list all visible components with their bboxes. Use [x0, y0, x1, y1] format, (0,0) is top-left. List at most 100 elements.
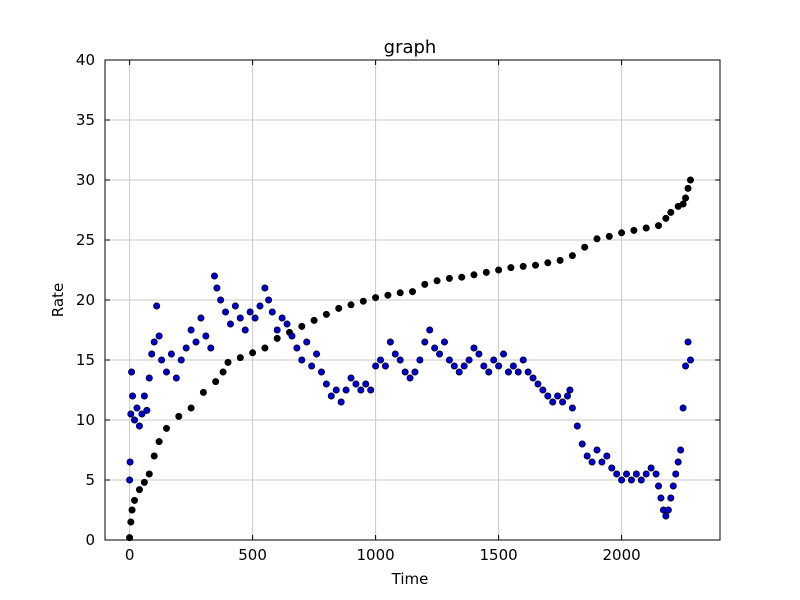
scatter-point [669, 482, 677, 490]
y-tick-label: 30 [76, 171, 95, 189]
scatter-point [495, 266, 503, 274]
y-tick-label: 25 [76, 231, 95, 249]
scatter-point [140, 478, 148, 486]
scatter-point [308, 362, 316, 370]
scatter-point [140, 392, 148, 400]
scatter-point [158, 356, 166, 364]
scatter-point [246, 308, 254, 316]
scatter-point [544, 259, 552, 267]
scatter-point [549, 398, 557, 406]
scatter-point [445, 356, 453, 364]
scatter-point [167, 350, 175, 358]
scatter-point [686, 176, 694, 184]
scatter-point [129, 392, 137, 400]
scatter-point [642, 470, 650, 478]
grid-layer [105, 59, 720, 541]
scatter-point [256, 302, 264, 310]
scatter-point [391, 350, 399, 358]
scatter-point [322, 380, 330, 388]
scatter-point [519, 262, 527, 270]
scatter-point [155, 332, 163, 340]
scatter-point [598, 458, 606, 466]
scatter-point [652, 470, 660, 478]
scatter-point [662, 214, 670, 222]
chart-title: graph [384, 37, 437, 58]
scatter-point [155, 438, 163, 446]
scatter-point [421, 338, 429, 346]
scatter-point [482, 268, 490, 276]
scatter-point [618, 476, 626, 484]
scatter-point [126, 476, 134, 484]
scatter-point [662, 512, 670, 520]
scatter-point [684, 184, 692, 192]
scatter-point [202, 332, 210, 340]
scatter-point [480, 362, 488, 370]
scatter-point [455, 368, 463, 376]
y-tick-label: 35 [76, 111, 95, 129]
scatter-point [322, 310, 330, 318]
scatter-point [241, 326, 249, 334]
scatter-point [251, 314, 259, 322]
scatter-point [293, 344, 301, 352]
scatter-point [679, 200, 687, 208]
scatter-point [416, 356, 424, 364]
scatter-point [603, 452, 611, 460]
scatter-point [544, 392, 552, 400]
scatter-point [433, 277, 441, 285]
scatter-point [588, 458, 596, 466]
scatter-point [406, 374, 414, 382]
scatter-point [377, 356, 385, 364]
scatter-point [500, 350, 508, 358]
scatter-point [667, 494, 675, 502]
scatter-point [465, 356, 473, 364]
scatter-point [554, 392, 562, 400]
scatter-point [150, 338, 158, 346]
scatter-point [386, 338, 394, 346]
scatter-point [313, 350, 321, 358]
scatter-point [608, 464, 616, 472]
scatter-point [192, 338, 200, 346]
x-tick-label: 0 [125, 546, 135, 564]
scatter-point [529, 374, 537, 382]
scatter-point [593, 235, 601, 243]
scatter-point [431, 344, 439, 352]
scatter-point [460, 362, 468, 370]
y-tick-label: 15 [76, 351, 95, 369]
scatter-point [507, 264, 515, 272]
scatter-point [426, 326, 434, 334]
scatter-point [470, 271, 478, 279]
scatter-point [273, 326, 281, 334]
scatter-point [236, 314, 244, 322]
scatter-point [519, 356, 527, 364]
scatter-point [303, 338, 311, 346]
scatter-point [568, 404, 576, 412]
series-0 [126, 176, 694, 542]
scatter-point [347, 301, 355, 309]
y-tick-label: 20 [76, 291, 95, 309]
scatter-point [335, 304, 343, 312]
scatter-point [578, 440, 586, 448]
scatter-point [563, 392, 571, 400]
scatter-point [213, 284, 221, 292]
scatter-point [657, 494, 665, 502]
scatter-point [559, 398, 567, 406]
scatter-point [539, 386, 547, 394]
scatter-point [401, 368, 409, 376]
scatter-point [278, 314, 286, 322]
scatter-point [411, 368, 419, 376]
x-tick-label: 1500 [480, 546, 518, 564]
scatter-point [342, 386, 350, 394]
scatter-point [524, 368, 532, 376]
scatter-point [684, 338, 692, 346]
scatter-point [145, 470, 153, 478]
scatter-point [495, 362, 503, 370]
scatter-point [677, 446, 685, 454]
scatter-point [327, 392, 335, 400]
scatter-point [381, 362, 389, 370]
scatter-point [372, 362, 380, 370]
scatter-point [199, 388, 207, 396]
scatter-point [182, 344, 190, 352]
scatter-point [273, 334, 281, 342]
scatter-point [667, 208, 675, 216]
